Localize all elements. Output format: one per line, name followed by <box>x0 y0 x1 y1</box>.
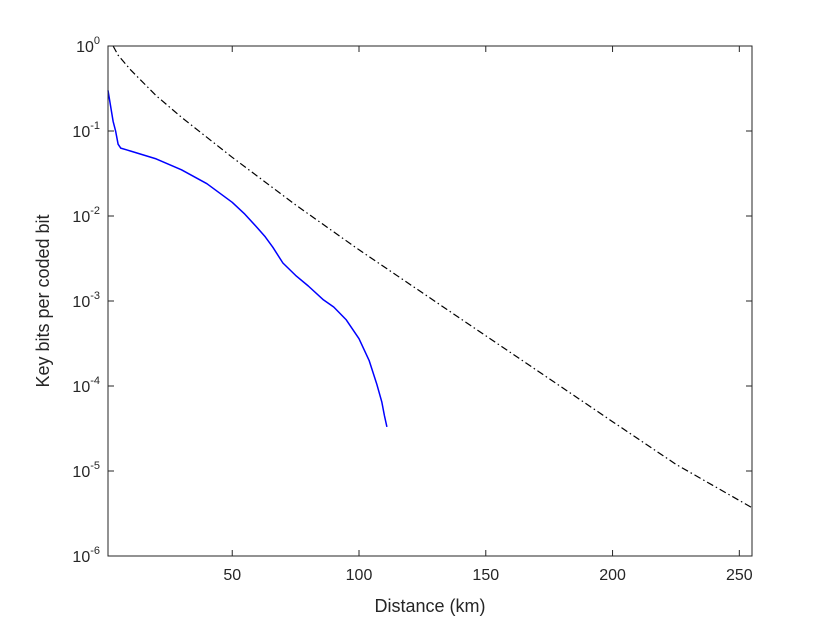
y-tick-label: 10-2 <box>72 205 100 226</box>
x-tick-label: 150 <box>472 567 499 584</box>
y-tick-label: 10-3 <box>72 290 100 311</box>
ticks-layer: 50 100 150 200 250 10-6 10-5 10-4 10-3 10-2 10-1 10… <box>72 35 752 584</box>
series-layer <box>107 45 753 509</box>
y-tick-label: 10-4 <box>72 375 100 396</box>
y-tick-label: 10-1 <box>72 120 100 141</box>
x-axis-label: Distance (km) <box>374 596 485 616</box>
plot-background <box>108 46 752 556</box>
y-tick-label: 10-5 <box>72 460 100 481</box>
x-tick-label: 50 <box>223 567 241 584</box>
y-axis-label: Key bits per coded bit <box>33 214 53 387</box>
x-tick-label: 100 <box>346 567 373 584</box>
x-tick-label: 250 <box>726 567 753 584</box>
x-tick-label: 200 <box>599 567 626 584</box>
y-tick-label: 10-6 <box>72 545 100 566</box>
series-line-1 <box>107 90 388 428</box>
y-tick-label: 100 <box>76 35 100 56</box>
series-line-2 <box>112 45 753 509</box>
